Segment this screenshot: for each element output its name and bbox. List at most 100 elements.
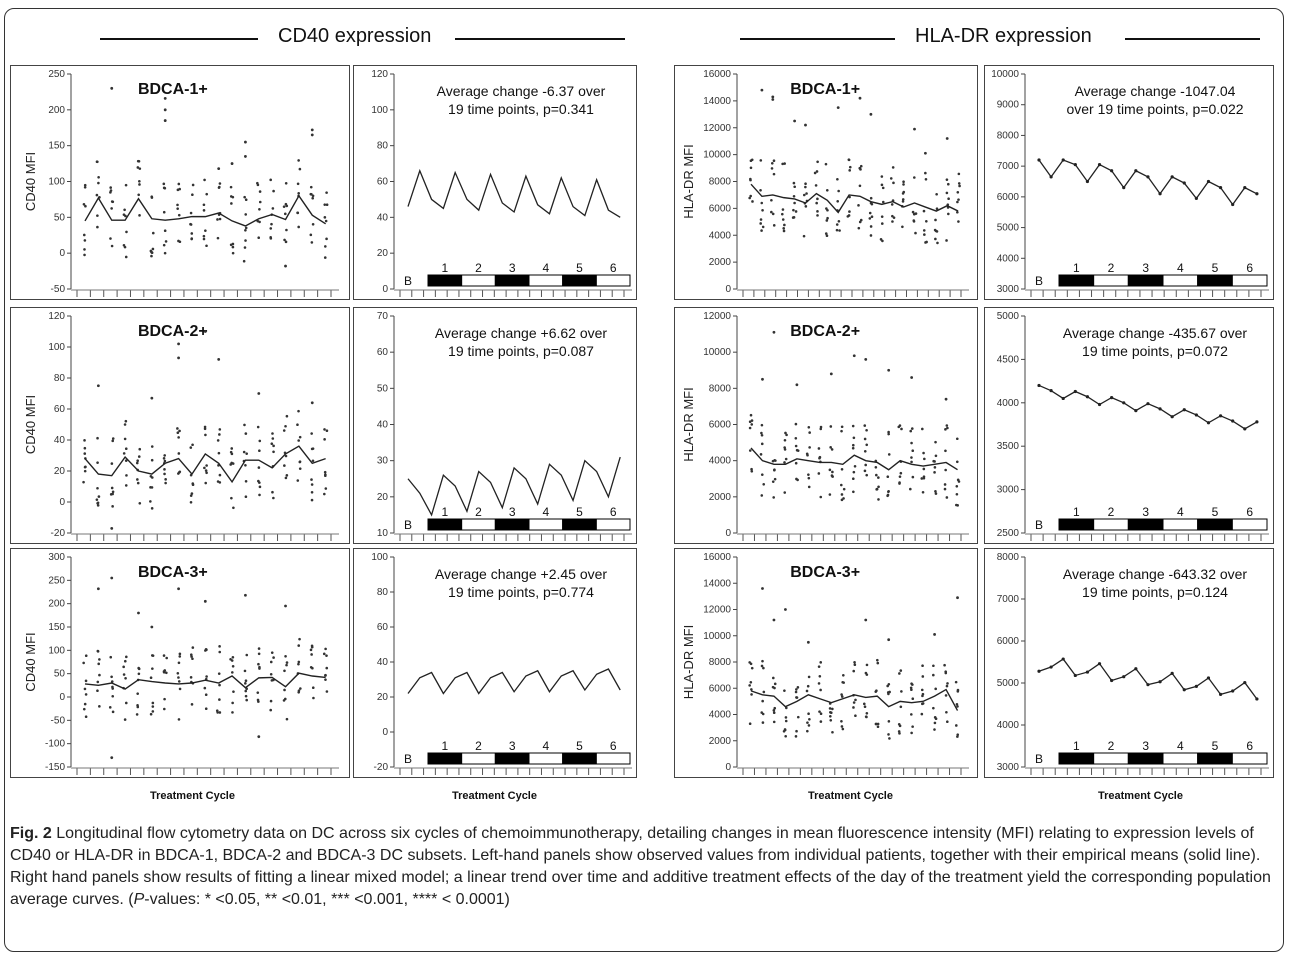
data-point <box>781 218 785 221</box>
data-point <box>761 712 765 716</box>
data-point <box>824 232 828 235</box>
data-point <box>310 483 314 486</box>
figure-frame <box>4 8 1284 952</box>
model-point <box>1182 408 1186 412</box>
data-point <box>750 467 753 471</box>
model-point <box>1146 683 1150 687</box>
data-point <box>848 165 852 169</box>
data-point <box>111 490 115 494</box>
data-point <box>325 654 328 657</box>
subset-label: BDCA-2+ <box>790 323 860 340</box>
data-point <box>82 707 86 711</box>
model-point <box>1146 175 1150 179</box>
data-point <box>177 452 181 455</box>
y-tick-label: 20 <box>377 248 389 259</box>
data-point <box>176 427 179 430</box>
data-point <box>123 245 127 249</box>
data-point <box>269 178 272 182</box>
data-point <box>205 244 208 248</box>
data-point-outlier <box>772 618 776 622</box>
y-tick-label: 120 <box>371 69 388 80</box>
model-line <box>1038 159 1258 206</box>
data-point <box>297 644 301 647</box>
data-point <box>218 698 221 701</box>
data-point <box>887 430 890 434</box>
data-point <box>95 160 99 164</box>
data-point <box>852 706 855 709</box>
data-point <box>911 683 914 686</box>
cycle-label: 5 <box>1212 505 1219 519</box>
data-point <box>922 229 926 232</box>
data-point <box>191 193 194 197</box>
data-point <box>111 439 115 443</box>
data-point <box>748 196 751 200</box>
data-point <box>111 685 114 689</box>
data-point <box>870 215 874 218</box>
y-tick-label: 20 <box>54 466 66 477</box>
data-point <box>897 723 901 726</box>
data-point <box>109 186 112 189</box>
data-point <box>853 663 857 667</box>
treatment-cycle-bar <box>1058 752 1095 765</box>
data-point-outlier <box>784 608 787 611</box>
y-tick-label: 10 <box>377 528 389 539</box>
data-point <box>876 661 880 665</box>
data-point <box>933 721 937 725</box>
cycle-label: 5 <box>576 505 583 519</box>
data-point <box>934 218 937 222</box>
treatment-cycle-bar <box>1093 752 1129 765</box>
data-point <box>770 210 773 214</box>
data-point <box>825 219 829 222</box>
data-point <box>243 246 247 249</box>
data-point <box>125 655 128 659</box>
data-point <box>794 690 798 694</box>
data-point <box>857 204 860 207</box>
data-point <box>836 177 839 181</box>
data-point <box>854 714 857 718</box>
data-point-outlier <box>771 95 775 99</box>
panel-cd40-bdca2-model: 10 20 30 40 50 60 70 Average change +6.62 over 1… <box>353 307 637 544</box>
y-axis-label: HLA-DR MFI <box>681 625 696 699</box>
y-tick-label: 0 <box>725 284 731 295</box>
data-point <box>829 711 832 714</box>
y-tick-label: 50 <box>54 212 66 223</box>
data-point <box>935 192 938 196</box>
data-point <box>945 710 948 714</box>
data-point <box>162 210 166 214</box>
data-point <box>162 457 166 460</box>
model-point <box>1110 678 1114 683</box>
data-point <box>283 238 286 242</box>
model-point <box>1073 163 1077 167</box>
data-point <box>840 493 844 496</box>
data-point <box>82 480 85 484</box>
data-point <box>231 251 235 255</box>
model-point <box>1085 179 1090 184</box>
data-point <box>911 449 915 453</box>
data-point <box>760 664 764 668</box>
data-point <box>83 702 87 706</box>
data-point <box>84 204 87 208</box>
data-point <box>203 686 207 690</box>
caption-text-2: -values: * <0.05, ** <0.01, *** <0.001, … <box>144 891 510 908</box>
model-point <box>1037 158 1041 162</box>
data-point <box>782 229 786 233</box>
data-point <box>899 669 903 672</box>
data-point <box>324 245 327 248</box>
data-point <box>150 476 154 479</box>
data-point <box>955 437 959 441</box>
model-point <box>1073 389 1077 394</box>
data-point <box>96 225 99 229</box>
model-point <box>1097 662 1102 666</box>
data-point <box>323 470 327 474</box>
y-tick-label: -20 <box>374 762 389 773</box>
header-rule-right <box>455 38 625 40</box>
data-point <box>109 191 112 194</box>
data-point <box>218 645 221 648</box>
data-point <box>284 240 288 244</box>
cycle-label: 6 <box>1246 505 1253 519</box>
model-annotation: Average change +2.45 over <box>435 566 607 582</box>
panel-hla-dr-bdca1-observed: 0 2000 4000 6000 8000 10000 12000 14000 16000 HLA… <box>674 65 978 300</box>
data-point <box>177 471 181 474</box>
data-point-outlier <box>761 377 764 381</box>
data-point <box>231 655 235 659</box>
